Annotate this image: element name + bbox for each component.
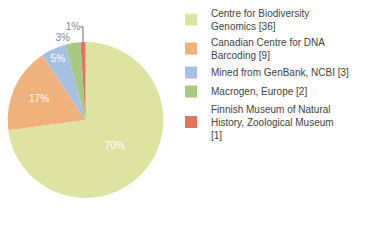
- svg-text:Mined from GenBank, NCBI [3]: Mined from GenBank, NCBI [3]: [211, 67, 349, 78]
- svg-text:5%: 5%: [51, 53, 66, 64]
- svg-text:70%: 70%: [105, 140, 125, 151]
- svg-text:Centre for BiodiversityGenomic: Centre for BiodiversityGenomics [36]: [211, 8, 309, 32]
- svg-text:17%: 17%: [29, 93, 49, 104]
- svg-text:Canadian Centre for DNABarcodi: Canadian Centre for DNABarcoding [9]: [211, 37, 325, 61]
- svg-text:3%: 3%: [55, 32, 70, 43]
- svg-text:1%: 1%: [66, 21, 81, 32]
- svg-text:Macrogen, Europe [2]: Macrogen, Europe [2]: [211, 86, 307, 97]
- svg-text:Finnish Museum of NaturalHisto: Finnish Museum of NaturalHistory, Zoolog…: [211, 104, 334, 141]
